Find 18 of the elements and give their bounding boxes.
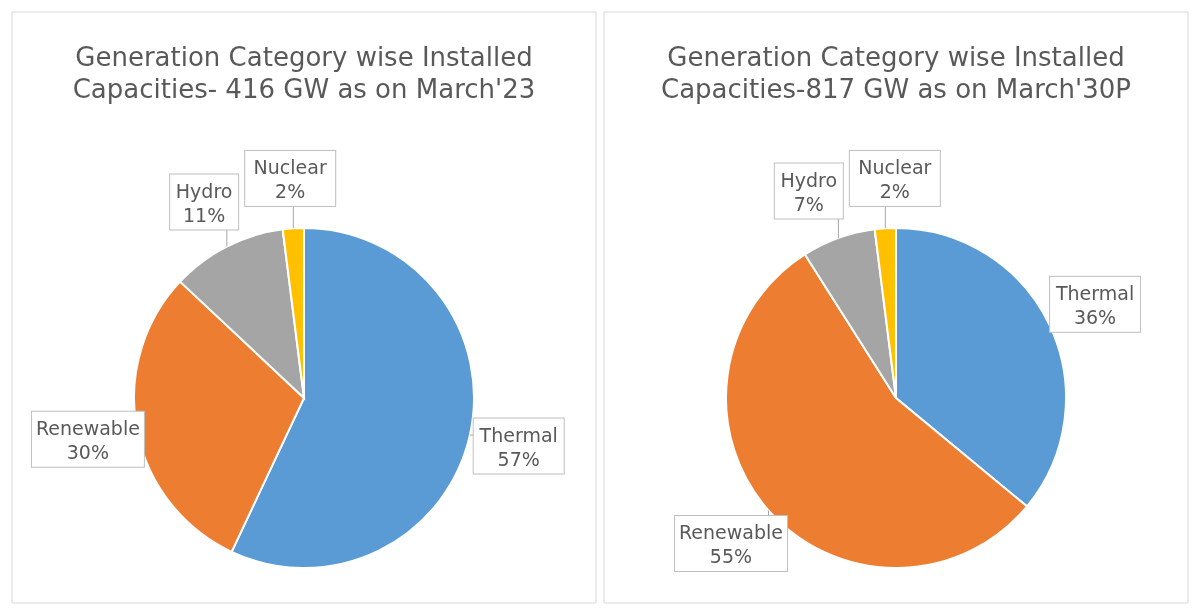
slice-label: Thermal	[1054, 282, 1135, 305]
data-label: 36%	[1073, 306, 1117, 329]
slice-label: Nuclear	[253, 156, 327, 179]
data-label: 57%	[497, 447, 540, 470]
data-label: 30%	[66, 441, 110, 464]
slice-label: Nuclear	[858, 156, 932, 179]
slice-label: Hydro	[175, 179, 233, 202]
chart-title: Generation Category wise Installed Capacities-817 GW as on March'30P	[661, 42, 1131, 104]
data-label: 11%	[183, 203, 226, 226]
chart-title: Generation Category wise Installed Capacities- 416 GW as on March'23	[72, 42, 536, 104]
data-label: 2%	[275, 180, 306, 203]
slice-label: Thermal	[478, 423, 558, 446]
data-label: 55%	[709, 545, 753, 568]
slice-label: Renewable	[678, 521, 783, 544]
data-label: 2%	[879, 180, 910, 203]
slice-label: Hydro	[780, 169, 838, 192]
data-label: 7%	[793, 193, 824, 216]
slice-label: Renewable	[35, 417, 140, 440]
